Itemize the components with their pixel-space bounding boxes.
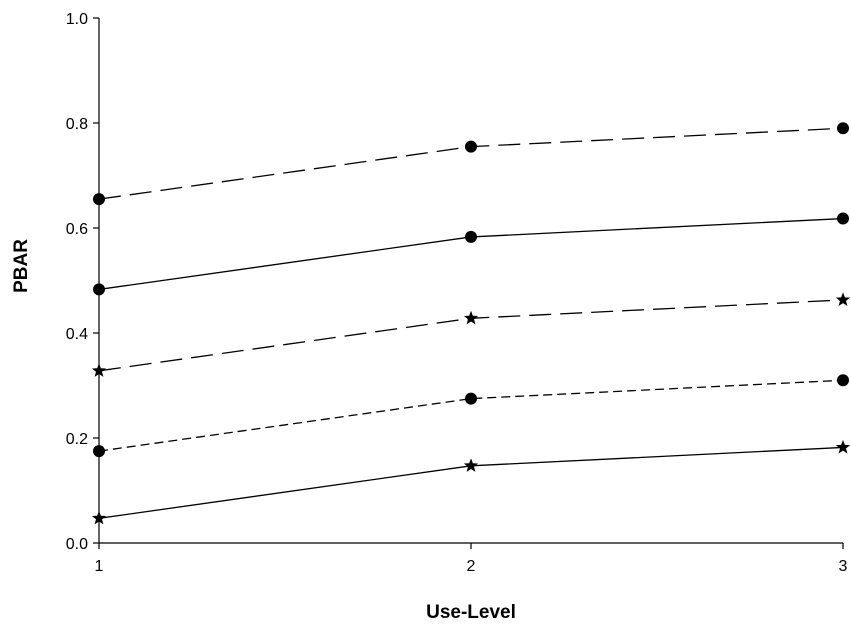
data-point (837, 374, 849, 387)
data-point (835, 439, 851, 454)
series-2 (93, 212, 849, 296)
series-5 (91, 439, 851, 525)
y-tick-label: 0.6 (66, 221, 88, 238)
y-tick-label: 1.0 (66, 11, 88, 28)
data-point (837, 212, 849, 225)
x-tick-label: 2 (467, 558, 476, 575)
data-point (835, 292, 851, 306)
series-line (98, 217, 844, 291)
data-point (91, 510, 107, 525)
data-point (465, 140, 477, 153)
data-point (463, 458, 479, 472)
x-axis-title: Use-Level (426, 602, 516, 623)
y-tick-label: 0.2 (66, 431, 88, 448)
series-1 (93, 122, 849, 206)
x-tick-label: 1 (95, 558, 104, 575)
series-line (98, 127, 844, 200)
data-point (93, 283, 105, 296)
data-point (91, 363, 107, 377)
series-line (98, 299, 844, 372)
series-line (98, 446, 844, 519)
data-point (837, 122, 849, 135)
y-axis-title: PBAR (11, 239, 32, 293)
data-point (465, 392, 477, 405)
y-tick-label: 0.0 (66, 536, 88, 553)
data-point (93, 445, 105, 458)
series-layer (91, 122, 851, 525)
series-3 (91, 292, 851, 377)
data-point (465, 230, 477, 243)
axes: 0.0 0.2 0.4 0.6 0.8 1.0 1 2 3 (66, 11, 848, 575)
series-line (98, 379, 844, 452)
x-tick-label: 3 (839, 558, 848, 575)
y-tick-label: 0.4 (66, 326, 88, 343)
y-tick-label: 0.8 (66, 116, 88, 133)
data-point (93, 193, 105, 206)
series-4 (93, 374, 849, 458)
data-point (463, 310, 479, 325)
